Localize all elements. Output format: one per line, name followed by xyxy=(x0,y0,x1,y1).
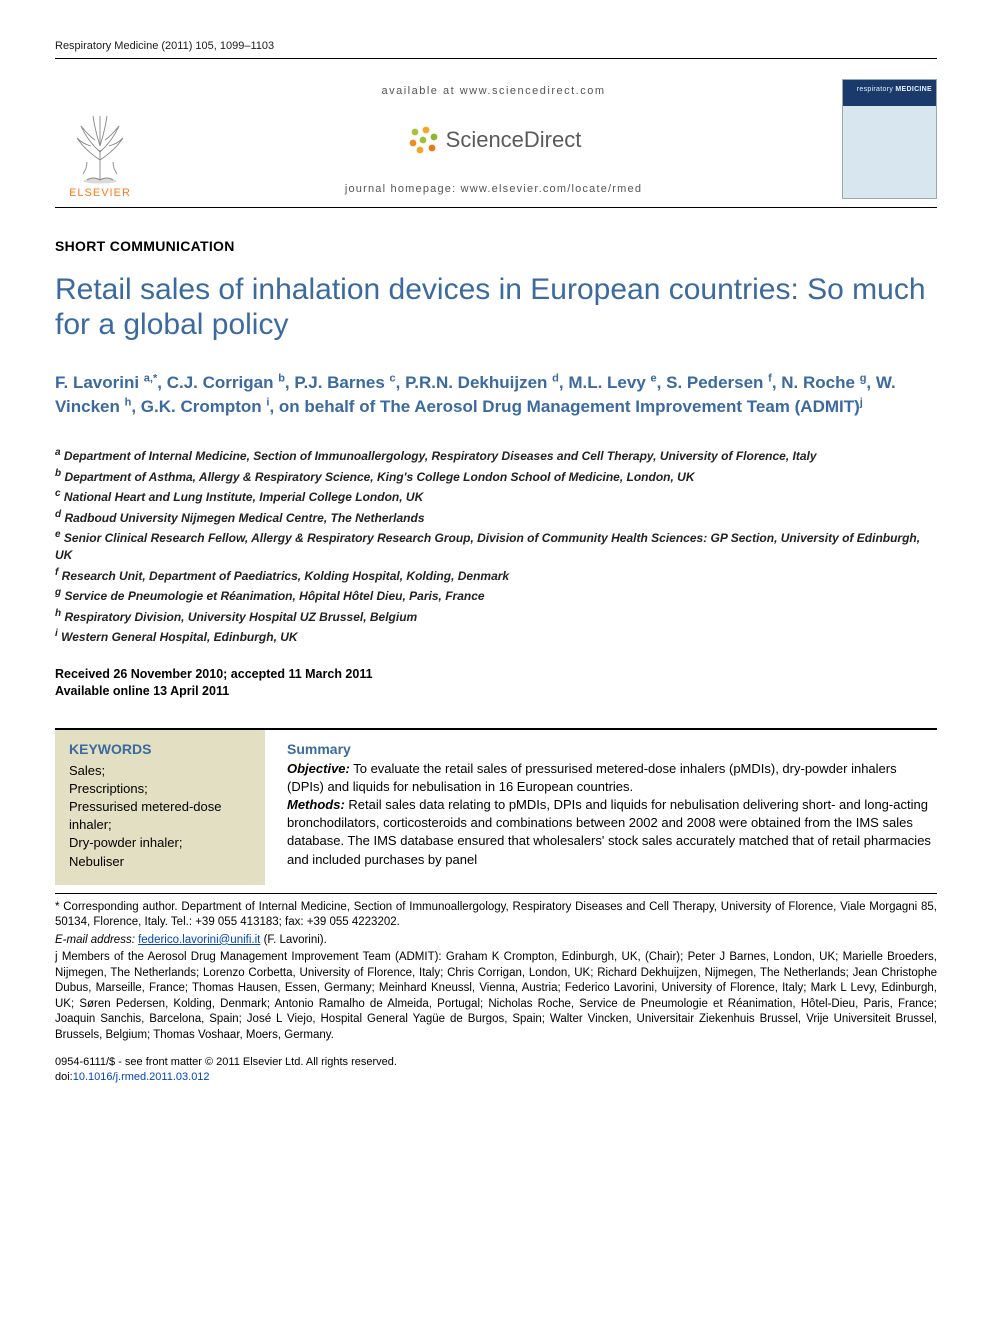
online-date: Available online 13 April 2011 xyxy=(55,683,937,700)
doi-link[interactable]: 10.1016/j.rmed.2011.03.012 xyxy=(73,1071,210,1083)
article-dates: Received 26 November 2010; accepted 11 M… xyxy=(55,666,937,700)
footnotes: * Corresponding author. Department of In… xyxy=(55,900,937,1044)
affiliation-item: f Research Unit, Department of Paediatri… xyxy=(55,566,937,585)
affiliation-item: h Respiratory Division, University Hospi… xyxy=(55,607,937,626)
keyword-item: Nebuliser xyxy=(69,853,251,871)
masthead-rule xyxy=(55,207,937,208)
journal-reference: Respiratory Medicine (2011) 105, 1099–11… xyxy=(55,40,937,52)
keyword-item: Dry-powder inhaler; xyxy=(69,834,251,852)
admit-members-note: j Members of the Aerosol Drug Management… xyxy=(55,950,937,1043)
summary-heading: Summary xyxy=(287,740,931,760)
summary-methods: Methods: Retail sales data relating to p… xyxy=(287,796,931,869)
section-label: SHORT COMMUNICATION xyxy=(55,238,937,254)
affiliation-item: e Senior Clinical Research Fellow, Aller… xyxy=(55,528,937,565)
keyword-item: Pressurised metered-dose inhaler; xyxy=(69,798,251,834)
sciencedirect-logo: ScienceDirect xyxy=(406,123,582,157)
author-list: F. Lavorini a,*, C.J. Corrigan b, P.J. B… xyxy=(55,371,937,419)
journal-cover-thumbnail: respiratory MEDICINE xyxy=(842,79,937,199)
sciencedirect-icon xyxy=(406,123,440,157)
corresponding-author-note: * Corresponding author. Department of In… xyxy=(55,900,937,931)
summary-box: Summary Objective: To evaluate the retai… xyxy=(265,730,937,885)
journal-homepage-text: journal homepage: www.elsevier.com/locat… xyxy=(345,183,642,195)
keywords-box: KEYWORDS Sales;Prescriptions;Pressurised… xyxy=(55,730,265,885)
sciencedirect-text: ScienceDirect xyxy=(446,127,582,153)
footnote-rule xyxy=(55,893,937,894)
affiliation-item: i Western General Hospital, Edinburgh, U… xyxy=(55,627,937,646)
affiliation-item: b Department of Asthma, Allergy & Respir… xyxy=(55,467,937,486)
email-line: E-mail address: federico.lavorini@unifi.… xyxy=(55,933,937,949)
elsevier-wordmark: ELSEVIER xyxy=(69,187,131,199)
copyright-block: 0954-6111/$ - see front matter © 2011 El… xyxy=(55,1055,937,1085)
elsevier-logo-block: ELSEVIER xyxy=(55,79,145,199)
email-link[interactable]: federico.lavorini@unifi.it xyxy=(138,934,260,946)
summary-objective: Objective: To evaluate the retail sales … xyxy=(287,760,931,796)
received-accepted-date: Received 26 November 2010; accepted 11 M… xyxy=(55,666,937,683)
keyword-item: Prescriptions; xyxy=(69,780,251,798)
doi-line: doi:10.1016/j.rmed.2011.03.012 xyxy=(55,1070,937,1085)
journal-cover-block: respiratory MEDICINE xyxy=(842,79,937,199)
affiliation-item: c National Heart and Lung Institute, Imp… xyxy=(55,487,937,506)
affiliation-list: a Department of Internal Medicine, Secti… xyxy=(55,446,937,646)
affiliation-item: d Radboud University Nijmegen Medical Ce… xyxy=(55,508,937,527)
abstract-wrap: KEYWORDS Sales;Prescriptions;Pressurised… xyxy=(55,730,937,885)
available-at-text: available at www.sciencedirect.com xyxy=(381,85,605,97)
elsevier-tree-icon xyxy=(65,110,135,185)
article-title: Retail sales of inhalation devices in Eu… xyxy=(55,272,937,343)
masthead: ELSEVIER available at www.sciencedirect.… xyxy=(55,79,937,199)
keywords-heading: KEYWORDS xyxy=(69,740,251,760)
affiliation-item: a Department of Internal Medicine, Secti… xyxy=(55,446,937,465)
keyword-item: Sales; xyxy=(69,762,251,780)
top-rule xyxy=(55,58,937,59)
copyright-line: 0954-6111/$ - see front matter © 2011 El… xyxy=(55,1055,937,1070)
masthead-center: available at www.sciencedirect.com Scien… xyxy=(165,79,822,199)
cover-title-text: respiratory MEDICINE xyxy=(857,86,932,93)
affiliation-item: g Service de Pneumologie et Réanimation,… xyxy=(55,586,937,605)
